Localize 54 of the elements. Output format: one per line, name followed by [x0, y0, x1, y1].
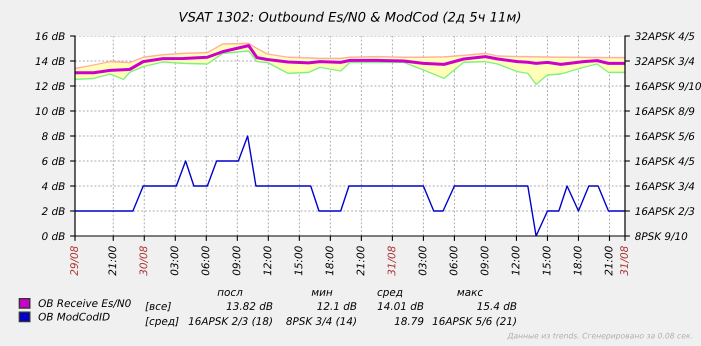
x-tick-label: 21:00: [604, 246, 613, 276]
x-tick-label: 15:00: [294, 246, 302, 276]
y-tick-label: 0 dB: [42, 232, 65, 240]
y-tick-label: 8 dB: [42, 132, 65, 140]
x-tick-label: 18:00: [574, 246, 582, 276]
text: 13.82 dB: [226, 302, 272, 310]
category-label: 32APSK 4/5: [634, 32, 694, 41]
x-tick-label: 12:00: [512, 246, 520, 276]
x-tick-label: 06:00: [450, 246, 458, 276]
y-tick-label: 16 dB: [35, 32, 65, 40]
x-tick-label: 06:00: [201, 246, 210, 276]
category-label: 16APSK 2/3: [635, 207, 694, 216]
x-tick-label: 30/08: [139, 246, 148, 276]
x-tick-label: 29/08: [70, 246, 79, 276]
x-tick-label: 31/08: [620, 246, 629, 276]
x-tick-label: 21:00: [356, 246, 364, 276]
y-tick-label: 12 dB: [35, 82, 65, 90]
category-label: 8PSK 9/10: [635, 232, 688, 241]
text: 12.1 dB: [317, 302, 356, 310]
y-tick-label: 10 dB: [35, 107, 65, 116]
x-tick-label: 12:00: [263, 246, 272, 276]
text: [сред]: [145, 316, 179, 328]
category-label: 16APSK 4/5: [635, 157, 694, 166]
text: [все]: [145, 302, 171, 312]
x-tick-label: 03:00: [170, 246, 178, 276]
legend-label: OB ModCodID: [38, 312, 110, 321]
y-tick-label: 4 dB: [42, 182, 65, 190]
legend-label: OB Receive Es/N0: [38, 299, 131, 308]
x-tick-label: 31/08: [388, 246, 396, 276]
category-label: 16APSK 5/6: [635, 132, 694, 141]
x-tick-label: 09:00: [232, 246, 240, 276]
x-tick-label: 18:00: [326, 246, 334, 276]
y-tick-label: 14 dB: [35, 57, 65, 66]
text: 16APSK 2/3 (18): [188, 316, 272, 326]
text: 18.79: [394, 317, 424, 326]
text: сред: [378, 290, 402, 298]
text: 15.4 dB: [477, 302, 516, 310]
category-label: 32APSK 3/4: [634, 57, 694, 66]
category-label: 16APSK 3/4: [635, 182, 694, 191]
text: 14.01 dB: [378, 302, 424, 310]
text: 16APSK 5/6 (21): [432, 316, 516, 326]
text: 8PSK 3/4 (14): [286, 316, 356, 326]
category-label: 16APSK 9/10: [635, 82, 701, 91]
text: посл: [218, 290, 242, 296]
x-tick-label: 21:00: [108, 246, 116, 276]
category-label: 16APSK 8/9: [635, 107, 694, 116]
text: макс: [457, 290, 483, 296]
x-tick-label: 09:00: [480, 246, 488, 276]
text: мин: [312, 290, 332, 296]
x-tick-label: 03:00: [418, 246, 426, 276]
x-tick-label: 15:00: [542, 246, 550, 276]
chart-title: VSAT 1302: Outbound Es/N0 & ModCod (2д 5ч 11м): [180, 12, 520, 24]
y-tick-label: 2 dB: [42, 207, 65, 216]
y-tick-label: 6 dB: [42, 157, 65, 166]
